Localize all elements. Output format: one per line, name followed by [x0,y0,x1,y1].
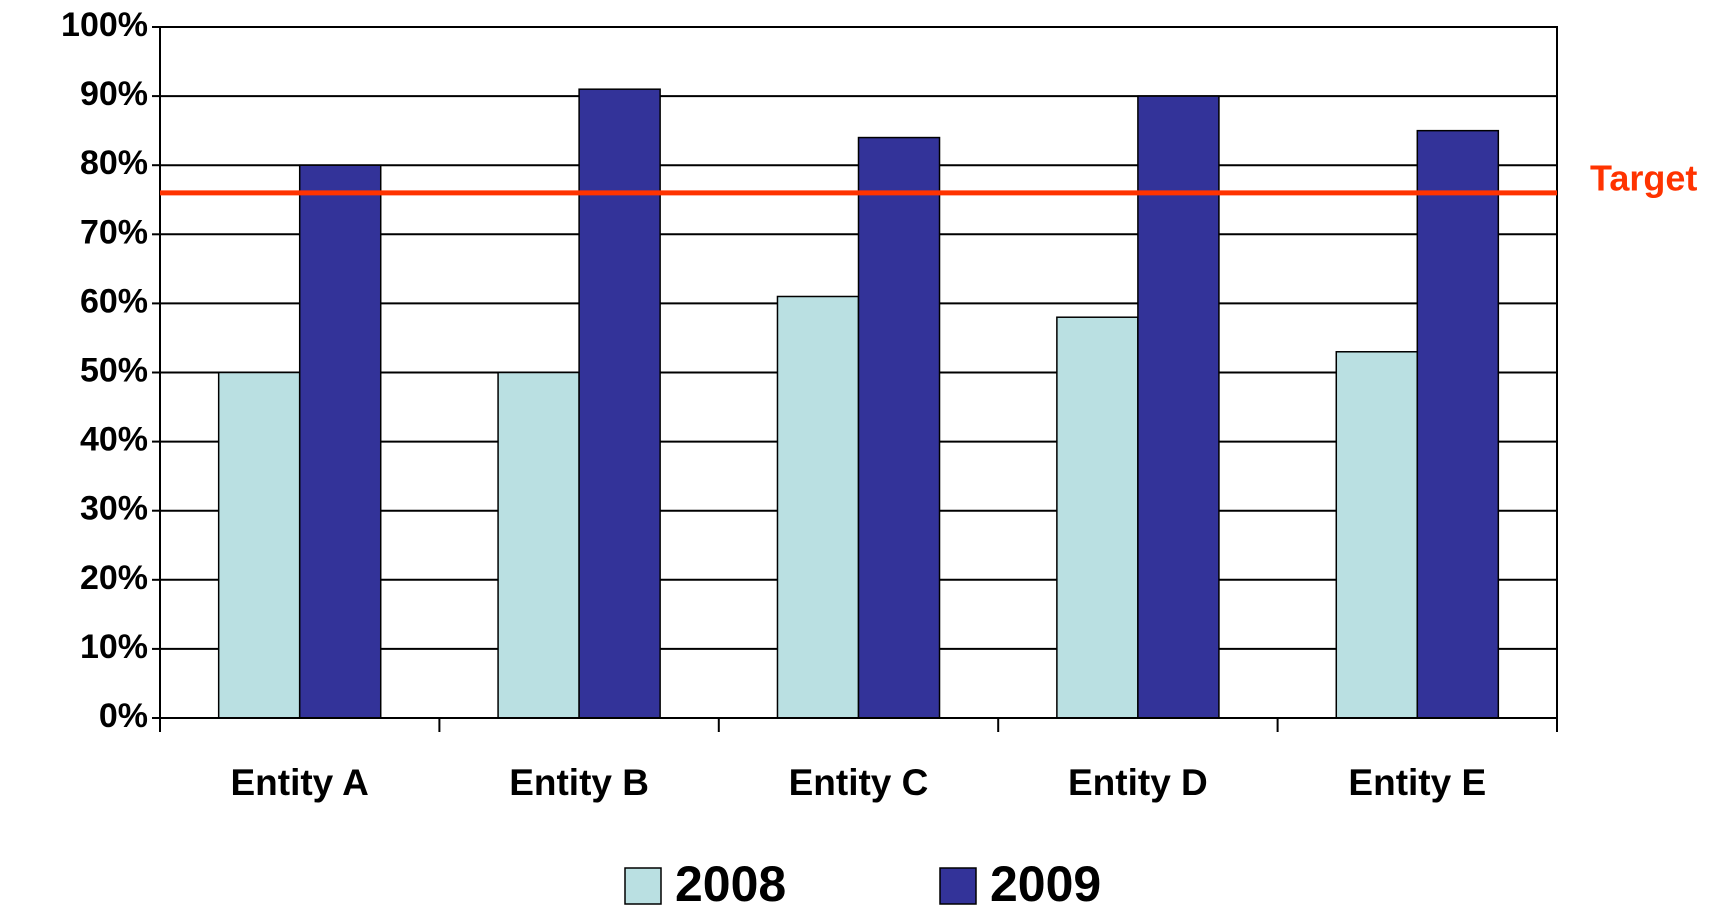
plot-frame [159,26,1558,719]
y-tick-label: 70% [80,213,148,251]
bar [776,295,860,719]
y-tick-label: 100% [61,6,148,44]
x-tick-label: Entity C [789,762,929,803]
y-tick-label: 30% [80,490,148,528]
bar [217,371,301,719]
legend-label: 2008 [675,856,786,912]
y-tick-label: 10% [80,628,148,666]
bar [857,136,941,719]
target-label: Target [1590,157,1697,198]
x-tick-label: Entity B [509,762,649,803]
legend-swatch [939,867,977,905]
bar [1335,351,1419,719]
x-tick-label: Entity E [1348,762,1486,803]
legend-swatch [624,867,662,905]
bar [298,164,382,719]
x-tick-label: Entity D [1068,762,1208,803]
y-tick-label: 90% [80,75,148,113]
x-tick-label: Entity A [230,762,368,803]
bar [1416,129,1500,719]
y-tick-label: 50% [80,351,148,389]
y-tick-label: 20% [80,559,148,597]
bar [1056,316,1139,719]
legend-label: 2009 [990,856,1101,912]
bar [1137,95,1220,719]
y-tick-label: 0% [99,697,148,735]
bar [578,88,661,719]
bar [497,371,580,719]
y-tick-label: 80% [80,144,148,182]
y-tick-label: 60% [80,282,148,320]
y-tick-label: 40% [80,421,148,459]
